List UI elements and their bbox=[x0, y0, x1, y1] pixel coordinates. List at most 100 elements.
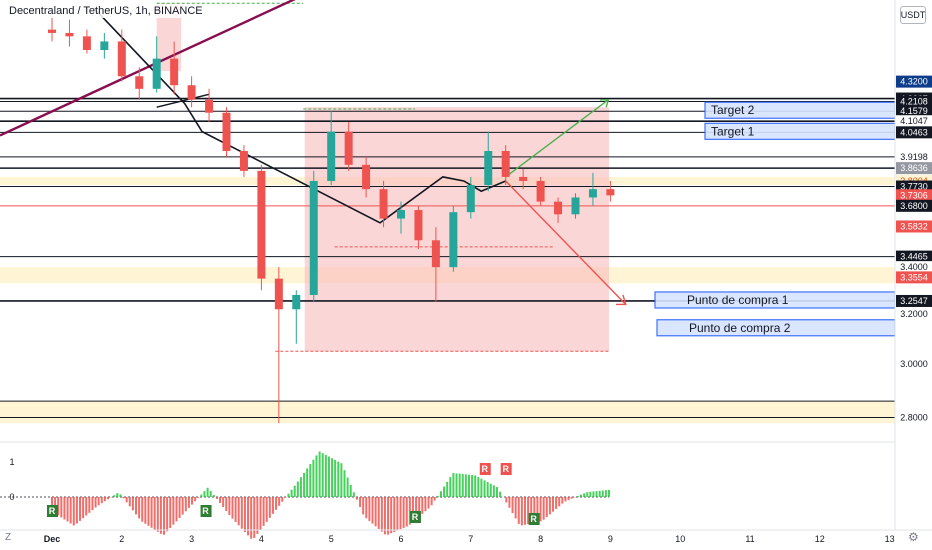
candle-body bbox=[554, 201, 563, 215]
osc-bar bbox=[380, 497, 383, 532]
osc-bar bbox=[542, 497, 545, 520]
osc-bar bbox=[159, 497, 162, 534]
price-label-bg bbox=[896, 162, 932, 175]
osc-bar bbox=[334, 459, 337, 497]
osc-bar bbox=[262, 497, 265, 526]
candle-body bbox=[239, 150, 248, 171]
osc-bar bbox=[200, 494, 203, 497]
osc-bar bbox=[362, 497, 365, 515]
time-tick-label: 9 bbox=[608, 534, 613, 544]
price-label-bg bbox=[896, 411, 932, 424]
green-projection-arrow bbox=[505, 99, 609, 178]
price-label: 3.9198 bbox=[900, 152, 928, 162]
osc-bar bbox=[163, 497, 166, 535]
osc-bar bbox=[327, 456, 330, 497]
osc-bar bbox=[446, 481, 449, 497]
osc-bar bbox=[415, 497, 418, 520]
osc-bar bbox=[598, 490, 601, 497]
z-scale-icon[interactable]: Z bbox=[5, 532, 12, 543]
r-signal-badge bbox=[47, 505, 58, 517]
price-label: 4.3200 bbox=[900, 77, 928, 87]
symbol-title[interactable]: Decentraland / TetherUS, 1h, BINANCE bbox=[6, 4, 206, 18]
target-boxes: Target 2 Target 1 Punto de compra 1 Punto d… bbox=[654, 101, 896, 337]
osc-bar bbox=[287, 493, 290, 497]
osc-bar bbox=[197, 497, 200, 498]
price-label-bg bbox=[896, 261, 932, 274]
osc-bar bbox=[365, 497, 368, 519]
osc-bar bbox=[586, 492, 589, 497]
candle-body bbox=[82, 36, 91, 50]
osc-bar bbox=[393, 497, 396, 532]
osc-bar bbox=[324, 454, 327, 497]
candle-body bbox=[292, 294, 301, 310]
osc-bar bbox=[352, 492, 355, 497]
price-label: 4.1047 bbox=[900, 116, 928, 126]
time-tick-label: Dec bbox=[44, 534, 61, 544]
osc-bar bbox=[355, 497, 358, 500]
osc-bar bbox=[545, 497, 548, 518]
price-label: 4.1579 bbox=[900, 106, 928, 116]
osc-bar bbox=[79, 497, 82, 521]
time-tick-label: 6 bbox=[398, 534, 403, 544]
price-label-bg bbox=[896, 308, 932, 321]
price-axis[interactable]: 4.32004.22674.21084.15794.10474.04633.91… bbox=[894, 0, 932, 550]
osc-bar bbox=[131, 497, 134, 511]
osc-bar bbox=[436, 495, 439, 497]
osc-bar bbox=[595, 491, 598, 497]
osc-bar bbox=[489, 483, 492, 497]
osc-bar bbox=[103, 497, 106, 502]
osc-bar bbox=[122, 497, 125, 499]
osc-bar bbox=[523, 497, 526, 525]
osc-bar bbox=[483, 480, 486, 497]
r-signal-label: R bbox=[482, 464, 489, 474]
osc-bar bbox=[82, 497, 85, 519]
osc-bar bbox=[256, 497, 259, 534]
osc-bar bbox=[331, 458, 334, 497]
osc-bar bbox=[191, 497, 194, 505]
osc-bar bbox=[427, 497, 430, 509]
candle-body bbox=[65, 32, 74, 37]
osc-bar bbox=[318, 451, 321, 497]
time-tick-label: 2 bbox=[119, 534, 124, 544]
candlestick-series bbox=[48, 16, 615, 424]
osc-bar bbox=[359, 497, 362, 508]
target-box-label: Target 1 bbox=[711, 124, 755, 138]
price-label-bg bbox=[896, 250, 932, 263]
osc-bar bbox=[60, 497, 63, 518]
osc-bar bbox=[452, 473, 455, 497]
osc-bar bbox=[284, 497, 287, 498]
osc-bar bbox=[520, 497, 523, 526]
osc-bar bbox=[561, 497, 564, 504]
r-signal-badge bbox=[528, 513, 540, 525]
settings-gear-icon[interactable]: ⚙ bbox=[908, 530, 919, 544]
osc-bar bbox=[212, 494, 215, 497]
osc-bar bbox=[66, 497, 69, 522]
osc-bar bbox=[259, 497, 262, 530]
osc-bar bbox=[514, 497, 517, 519]
osc-bar bbox=[184, 497, 187, 512]
candle-body bbox=[362, 164, 371, 190]
osc-bar bbox=[268, 497, 271, 518]
osc-bar bbox=[265, 497, 268, 522]
candle-body bbox=[466, 185, 475, 213]
osc-bar bbox=[464, 474, 467, 497]
currency-badge[interactable]: USDT bbox=[900, 6, 926, 24]
osc-bar bbox=[231, 497, 234, 519]
osc-bar bbox=[471, 475, 474, 497]
yellow-zone bbox=[0, 401, 895, 424]
price-label: 4.0463 bbox=[900, 127, 928, 137]
osc-bar bbox=[377, 497, 380, 529]
osc-bar bbox=[63, 497, 66, 520]
oscillator-pane: 1 0 R R R R R R bbox=[0, 441, 895, 539]
osc-bar bbox=[293, 485, 296, 497]
time-axis[interactable]: Dec 2 3 4 5 6 7 8 9 10 11 12 13 bbox=[0, 529, 932, 544]
osc-bar bbox=[492, 485, 495, 497]
osc-bar bbox=[349, 484, 352, 497]
osc-bar bbox=[477, 477, 480, 497]
candle-body bbox=[205, 99, 214, 113]
osc-bar bbox=[474, 475, 477, 497]
osc-bar bbox=[203, 491, 206, 497]
osc-bar bbox=[337, 461, 340, 497]
osc-bar bbox=[399, 497, 402, 530]
